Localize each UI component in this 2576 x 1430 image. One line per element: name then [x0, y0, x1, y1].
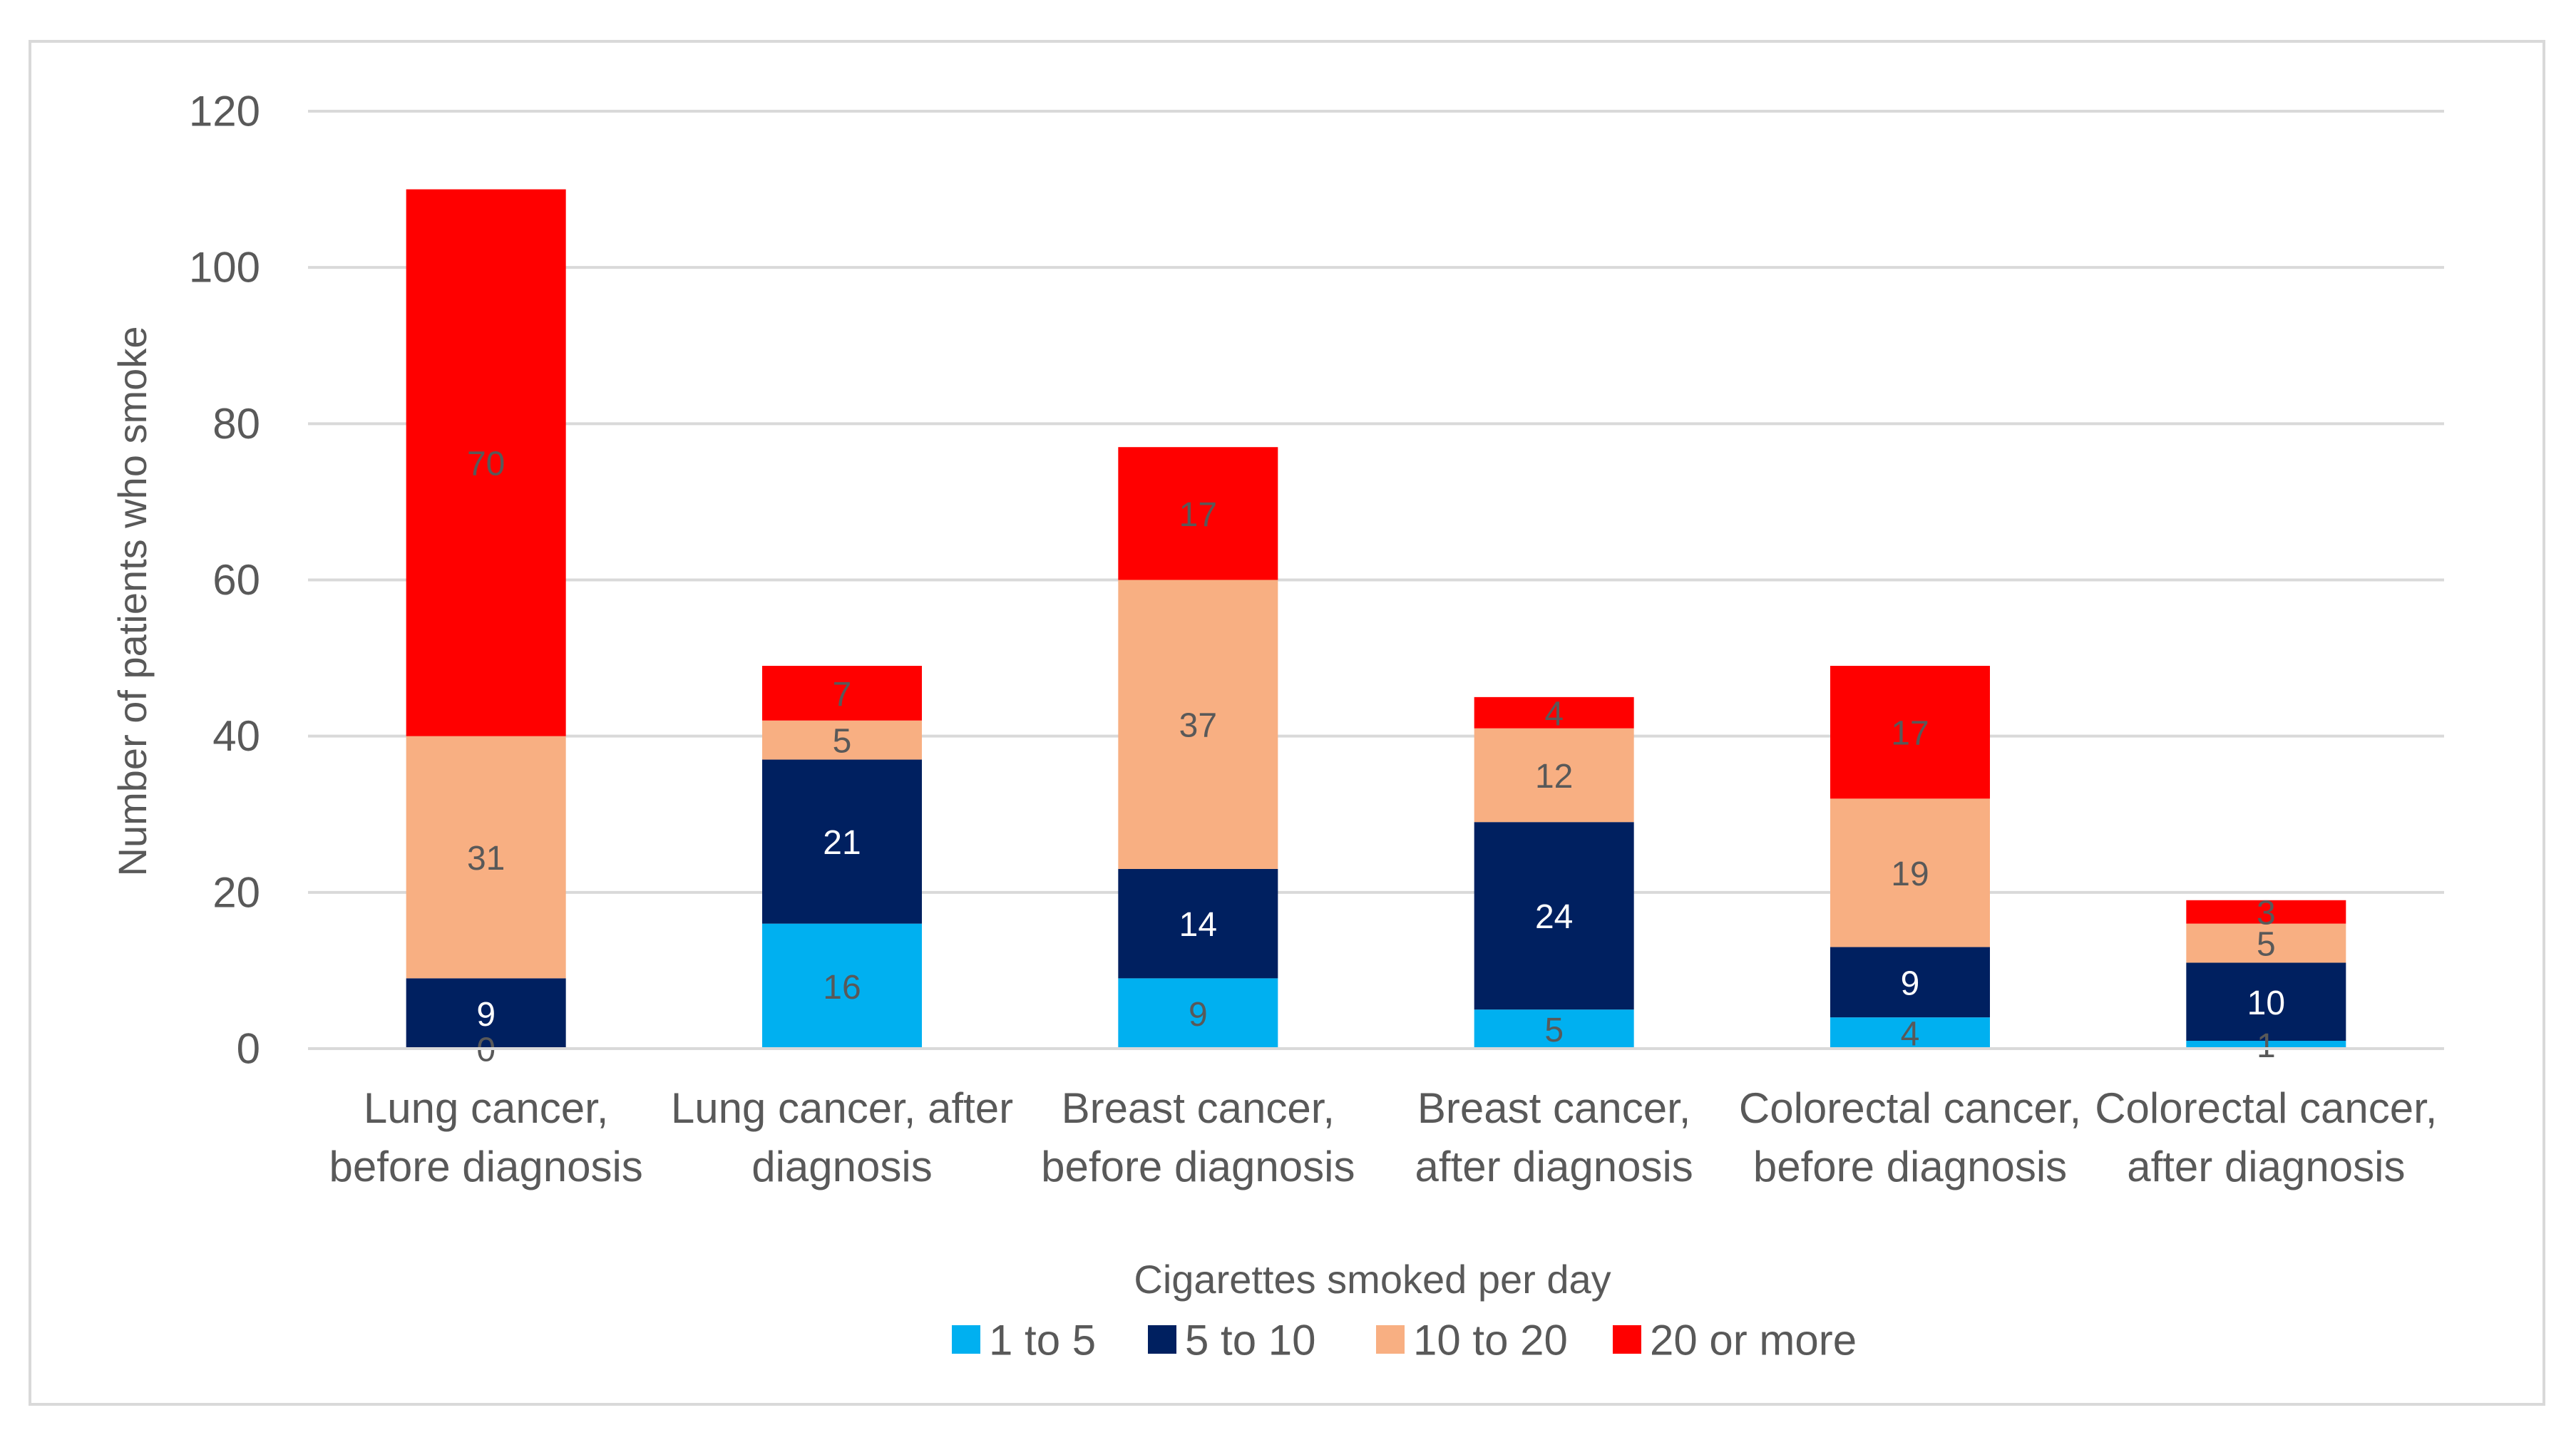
legend-swatch-1-to-5	[952, 1325, 980, 1354]
data-label-5-to-10-1: 9	[476, 996, 496, 1034]
bar-1-to-5-4	[1474, 1009, 1634, 1049]
bar-5-to-10-4	[1474, 822, 1634, 1010]
y-tick-label: 100	[189, 244, 260, 292]
x-category-label-1: Lung cancer, before diagnosis	[329, 1084, 643, 1190]
data-label-20-or-more-1: 70	[467, 446, 505, 483]
data-label-10-to-20-1: 31	[467, 840, 505, 878]
data-label-10-to-20-5: 19	[1891, 855, 1929, 893]
legend-label-1-to-5: 1 to 5	[989, 1317, 1096, 1364]
data-label-10-to-20-6: 5	[2257, 926, 2276, 964]
x-category-label-3: Breast cancer, before diagnosis	[1041, 1084, 1355, 1190]
legend-label-20-or-more: 20 or more	[1650, 1317, 1857, 1364]
legend-swatch-5-to-10	[1148, 1325, 1176, 1354]
data-label-1-to-5-4: 5	[1544, 1012, 1564, 1049]
bar-5-to-10-1	[406, 978, 566, 1049]
bar-10-to-20-5	[1830, 798, 1990, 947]
data-label-1-to-5-2: 16	[823, 969, 861, 1007]
gridlines	[308, 110, 2444, 894]
axes: 0 20 40 60 80 100 120 Lung cancer, before diagno…	[110, 88, 2444, 1302]
data-label-20-or-more-4: 4	[1544, 695, 1564, 733]
bar-20-or-more-4	[1474, 696, 1634, 729]
y-axis-title: Number of patients who smoke	[110, 326, 155, 877]
y-tick-label: 40	[212, 712, 260, 760]
x-category-label-2: Lung cancer, after diagnosis	[671, 1084, 1013, 1190]
legend-swatch-10-to-20	[1376, 1325, 1405, 1354]
bar-20-or-more-6	[2186, 900, 2346, 924]
data-label-5-to-10-6: 10	[2247, 984, 2285, 1022]
y-tick-label: 20	[212, 868, 260, 916]
y-tick-label: 0	[237, 1025, 260, 1073]
bar-10-to-20-3	[1118, 580, 1278, 869]
bar-5-to-10-2	[762, 759, 922, 924]
bar-10-to-20-6	[2186, 923, 2346, 963]
legend-label-5-to-10: 5 to 10	[1185, 1317, 1316, 1364]
data-label-20-or-more-5: 17	[1891, 715, 1929, 753]
data-label-10-to-20-4: 12	[1535, 758, 1573, 796]
legend: 1 to 5 5 to 10 10 to 20 20 or more	[952, 1317, 1857, 1364]
data-label-1-to-5-3: 9	[1189, 996, 1208, 1034]
bar-5-to-10-6	[2186, 962, 2346, 1041]
data-labels: 093170162157914371752412449191711053	[467, 446, 2285, 1069]
data-label-5-to-10-2: 21	[823, 824, 861, 862]
y-tick-label: 120	[189, 88, 260, 135]
x-category-label-5: Colorectal cancer, before diagnosis	[1739, 1084, 2081, 1190]
x-axis-title: Cigarettes smoked per day	[1134, 1257, 1611, 1302]
bar-20-or-more-2	[762, 666, 922, 721]
data-label-5-to-10-5: 9	[1901, 965, 1920, 1002]
bar-20-or-more-5	[1830, 666, 1990, 799]
y-tick-label: 60	[212, 556, 260, 604]
x-category-label-6: Colorectal cancer, after diagnosis	[2095, 1084, 2437, 1190]
x-category-label-4: Breast cancer, after diagnosis	[1415, 1084, 1693, 1190]
bar-20-or-more-1	[406, 189, 566, 736]
bar-10-to-20-1	[406, 736, 566, 979]
bar-1-to-5-2	[762, 923, 922, 1049]
legend-swatch-20-or-more	[1613, 1325, 1641, 1354]
bar-1-to-5-6	[2186, 1041, 2346, 1049]
data-label-20-or-more-3: 17	[1179, 496, 1217, 534]
bars	[406, 189, 2346, 1049]
data-label-1-to-5-5: 4	[1901, 1016, 1920, 1054]
data-label-1-to-5-6: 1	[2257, 1027, 2276, 1065]
bar-5-to-10-3	[1118, 868, 1278, 979]
data-label-10-to-20-3: 37	[1179, 707, 1217, 745]
data-label-5-to-10-3: 14	[1179, 906, 1217, 944]
data-label-20-or-more-6: 3	[2257, 895, 2276, 932]
bar-10-to-20-4	[1474, 728, 1634, 823]
bar-10-to-20-2	[762, 720, 922, 760]
data-label-10-to-20-2: 5	[833, 723, 852, 761]
bar-5-to-10-5	[1830, 947, 1990, 1018]
data-label-5-to-10-4: 24	[1535, 898, 1573, 936]
data-label-20-or-more-2: 7	[833, 676, 852, 714]
bar-1-to-5-5	[1830, 1017, 1990, 1049]
bar-20-or-more-3	[1118, 447, 1278, 580]
legend-label-10-to-20: 10 to 20	[1413, 1317, 1568, 1364]
y-tick-label: 80	[212, 400, 260, 448]
bar-1-to-5-3	[1118, 978, 1278, 1049]
